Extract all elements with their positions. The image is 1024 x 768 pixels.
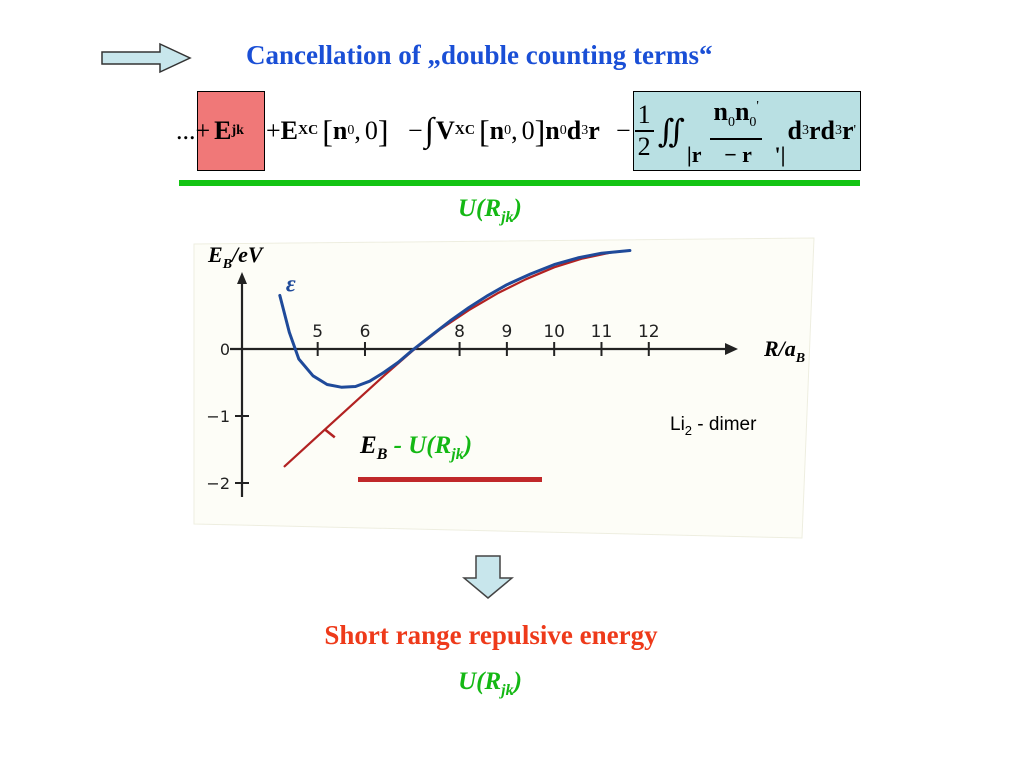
x-axis-title: R/aB	[763, 336, 805, 366]
y-axis-arrowhead	[237, 272, 247, 284]
x-tick-label: 6	[360, 322, 371, 342]
y-axis-title: EB/eV	[207, 242, 265, 272]
x-axis-arrowhead	[725, 343, 738, 355]
eb-minus-u-curve	[283, 249, 631, 468]
diff-underline	[358, 477, 542, 482]
y-tick-label: 0	[220, 340, 230, 359]
short-range-repulsive-energy-text: Short range repulsive energy	[324, 620, 658, 650]
y-tick-label: −1	[206, 407, 230, 426]
epsilon-series-label: ε	[286, 271, 296, 297]
y-ticks: 0 −1 −2	[206, 340, 249, 493]
u-rjk-bottom-label: U(Rjk)	[458, 668, 522, 699]
down-arrow-icon	[462, 555, 514, 599]
y-tick-label: −2	[206, 474, 230, 493]
ejk-highlight-box	[197, 91, 265, 171]
right-arrow-icon	[101, 42, 192, 74]
series-layer	[278, 249, 632, 468]
x-tick-label: 12	[638, 322, 660, 342]
x-ticks: 5 6 8 9 10 11 12	[312, 322, 660, 356]
li2-dimer-label: Li2 - dimer	[670, 414, 757, 438]
green-divider-line	[179, 180, 860, 186]
u-rjk-label: U(Rjk)	[458, 195, 522, 226]
x-tick-label: 11	[591, 322, 613, 342]
x-tick-label: 10	[543, 322, 565, 342]
red-curve-marker-tick	[323, 428, 336, 439]
one-half-fraction: 1 2	[634, 100, 654, 162]
eb-minus-u-label: EB - U(Rjk)	[360, 432, 473, 463]
slide-title: Cancellation of „double counting terms“	[246, 40, 713, 70]
x-tick-label: 8	[454, 322, 465, 342]
scanned-plot-background	[193, 237, 815, 539]
epsilon-curve	[278, 249, 632, 389]
x-tick-label: 5	[312, 322, 323, 342]
density-fraction: n0n0' |r⃗ − r⃗ '|	[687, 92, 786, 170]
x-tick-label: 9	[501, 322, 512, 342]
li2-energy-chart: 5 6 8 9 10 11 12 0 −1 −2 EB/eV R/aB ε	[193, 237, 815, 539]
double-counting-highlight-box	[633, 91, 861, 171]
